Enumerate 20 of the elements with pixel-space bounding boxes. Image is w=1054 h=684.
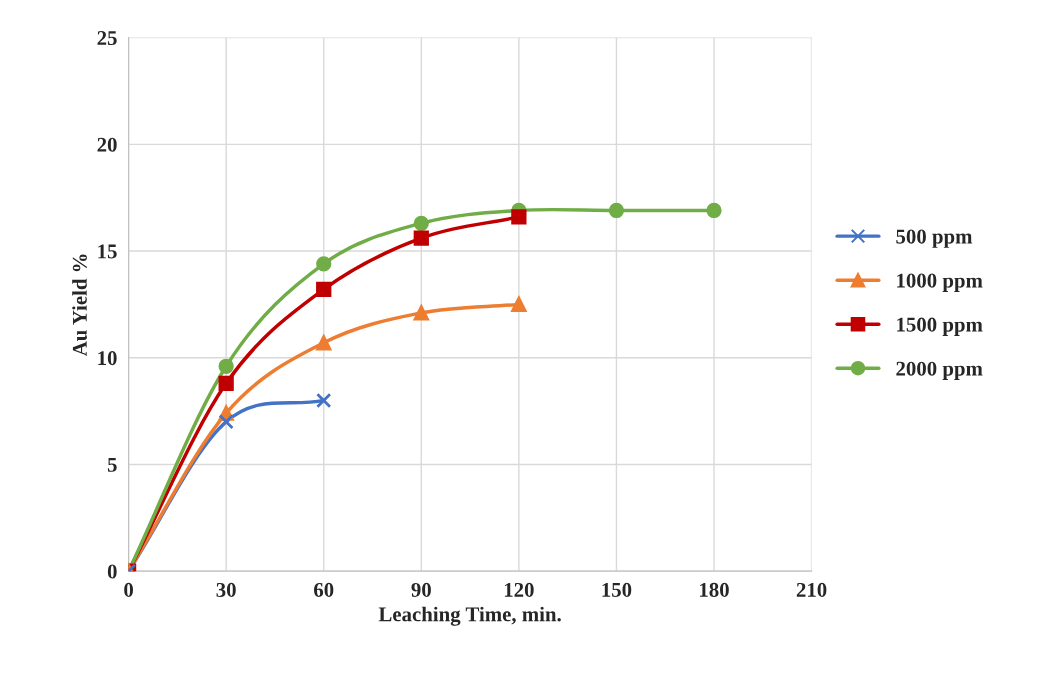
- y-tick-label: 5: [107, 458, 117, 472]
- legend-label: 2000 ppm: [896, 361, 983, 380]
- legend-label: 1000 ppm: [897, 273, 983, 292]
- x-axis-title: Leaching Time, min.: [378, 606, 561, 626]
- x-tick-label: 30: [216, 582, 236, 597]
- y-tick-label: 20: [97, 137, 117, 152]
- y-tick-label: 25: [97, 31, 117, 46]
- x-tick-label: 150: [602, 582, 632, 597]
- legend-label: 1500 ppm: [897, 317, 983, 336]
- x-tick-label: 210: [796, 582, 827, 597]
- x-tick-label: 180: [700, 582, 729, 597]
- y-tick-label: 15: [98, 244, 117, 259]
- x-tick-label: 60: [314, 582, 334, 597]
- x-tick-label: 120: [504, 582, 534, 597]
- x-tick-label: 90: [411, 582, 431, 597]
- y-tick-label: 10: [98, 351, 117, 366]
- x-tick-label: 0: [124, 582, 133, 597]
- y-tick-label: 0: [107, 564, 117, 579]
- legend-label: 500 ppm: [896, 229, 973, 248]
- y-axis-title: Au Yield %: [72, 254, 87, 357]
